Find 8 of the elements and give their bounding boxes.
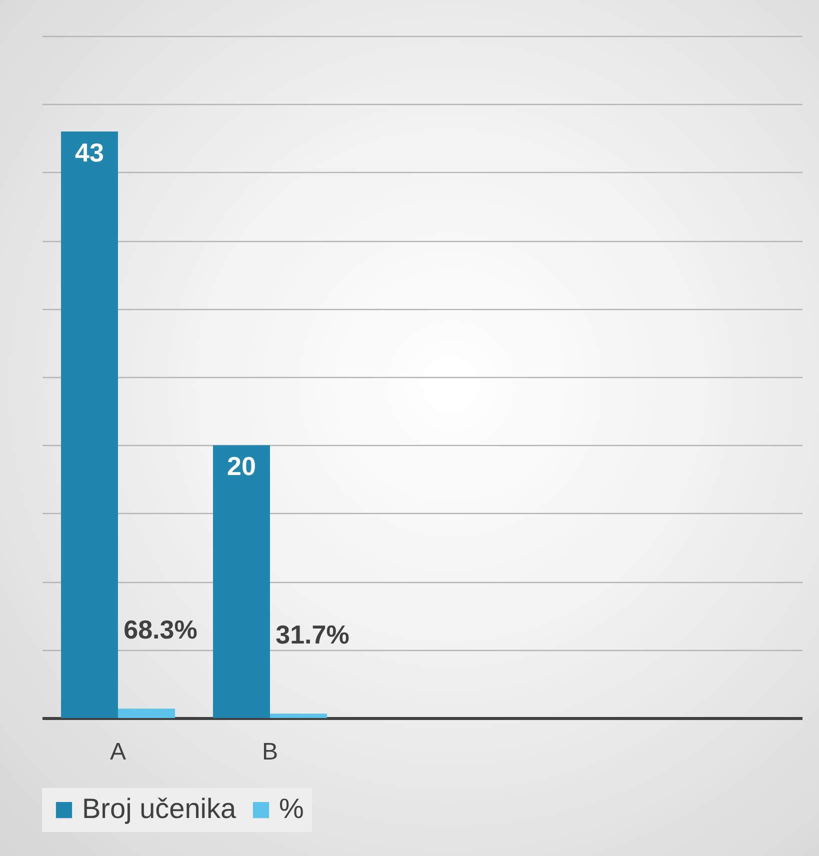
data-label: 68.3% (124, 614, 198, 645)
data-label: 43 (75, 137, 104, 168)
legend-label: % (279, 793, 304, 824)
data-label: 20 (227, 451, 256, 482)
x-tick-label: B (262, 738, 278, 766)
x-tick-label: A (110, 738, 126, 766)
legend-label: Broj učenika (82, 793, 237, 824)
data-label: 31.7% (276, 620, 350, 650)
